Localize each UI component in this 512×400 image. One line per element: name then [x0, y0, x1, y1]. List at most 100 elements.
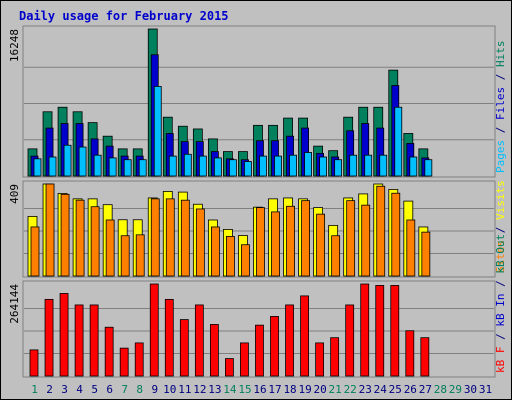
bar-pages-day-20: [319, 156, 328, 177]
bar-pages-day-17: [274, 155, 282, 177]
x-axis-tick-labels: 1 2 3 4 5 6 7 8 9 10 11 12 13 14 15 16 17 18 19 20 21 22 23 24 2…: [31, 383, 492, 396]
x-tick-label-day-1: 1: [31, 383, 38, 396]
bar-sites-day-10: [165, 198, 175, 277]
x-tick-label-day-11: 11: [178, 383, 191, 396]
x-tick-label-day-14: 14: [223, 383, 237, 396]
bar-kb-f-day-14: [225, 358, 234, 377]
legend-label: Sites: [494, 240, 507, 273]
x-tick-label-day-28: 28: [434, 383, 447, 396]
bar-sites-day-23: [361, 204, 371, 277]
x-tick-label-day-23: 23: [359, 383, 372, 396]
bar-sites-day-17: [271, 211, 280, 277]
bar-sites-day-13: [210, 226, 220, 277]
x-tick-label-day-27: 27: [419, 383, 432, 396]
bar-sites-day-16: [256, 207, 265, 277]
bar-pages-day-25: [394, 106, 403, 177]
legend-label: Hits: [494, 41, 507, 68]
x-tick-label-day-18: 18: [283, 383, 296, 396]
x-tick-label-day-17: 17: [268, 383, 281, 396]
x-tick-label-day-2: 2: [46, 383, 53, 396]
bar-sites-day-4: [75, 199, 85, 277]
bar-pages-day-5: [93, 154, 102, 177]
legend-label: /: [494, 220, 507, 240]
bar-sites-day-24: [376, 185, 386, 277]
bar-kb-f-day-5: [89, 304, 99, 377]
x-tick-label-day-3: 3: [61, 383, 68, 396]
bar-kb-f-day-26: [405, 330, 415, 377]
bar-kb-f-day-4: [74, 304, 84, 377]
x-tick-label-day-29: 29: [449, 383, 462, 396]
x-tick-label-day-24: 24: [374, 383, 388, 396]
x-tick-label-day-9: 9: [151, 383, 158, 396]
x-tick-label-day-12: 12: [193, 383, 206, 396]
bar-sites-day-25: [391, 192, 401, 277]
panel-bottom: 264144 kB F / kB In / kB Out: [8, 234, 507, 378]
bar-pages-day-13: [213, 157, 222, 177]
bar-sites-day-7: [120, 235, 130, 277]
bar-sites-day-19: [301, 200, 310, 277]
bar-pages-day-11: [183, 153, 192, 177]
bar-sites-day-21: [331, 235, 341, 277]
x-tick-label-day-10: 10: [163, 383, 176, 396]
panel-top-ymax-label: 16248: [8, 29, 21, 62]
bar-sites-day-1: [30, 226, 40, 277]
legend-label: /: [494, 67, 507, 87]
bar-sites-day-9: [150, 198, 160, 277]
x-tick-label-day-31: 31: [479, 383, 492, 396]
bar-kb-f-day-7: [119, 347, 129, 377]
panel-top: 16248 Pages / Files / Hits: [8, 25, 507, 178]
bar-pages-day-10: [168, 155, 177, 177]
bar-kb-f-day-9: [149, 283, 159, 377]
bar-pages-day-16: [259, 155, 267, 177]
bar-pages-day-14: [229, 159, 237, 177]
chart-title: Daily usage for February 2015: [19, 9, 229, 23]
bar-sites-day-12: [195, 208, 205, 277]
bar-pages-day-2: [48, 156, 57, 177]
legend-label: kB In: [494, 294, 507, 327]
bar-pages-day-21: [334, 159, 343, 177]
x-tick-label-day-13: 13: [208, 383, 221, 396]
bar-pages-day-7: [123, 159, 132, 177]
bar-pages-day-23: [364, 154, 373, 177]
bar-kb-f-day-15: [240, 342, 249, 377]
bar-pages-day-3: [63, 144, 72, 177]
x-tick-label-day-16: 16: [253, 383, 266, 396]
x-tick-label-day-22: 22: [344, 383, 357, 396]
bar-pages-day-15: [244, 161, 252, 177]
x-tick-label-day-6: 6: [106, 383, 113, 396]
bar-sites-day-14: [226, 236, 235, 277]
bar-sites-day-8: [135, 234, 145, 277]
bar-kb-f-day-22: [345, 304, 355, 377]
bar-sites-day-20: [316, 213, 326, 277]
bar-kb-f-day-13: [209, 324, 219, 377]
x-tick-label-day-20: 20: [314, 383, 327, 396]
legend-label: Files: [494, 87, 507, 120]
bar-sites-day-5: [90, 206, 100, 277]
bar-kb-f-day-17: [270, 316, 279, 377]
bar-sites-day-18: [286, 205, 295, 277]
bar-kb-f-day-23: [360, 283, 370, 377]
legend-label: /: [494, 274, 507, 294]
bar-kb-f-day-25: [390, 285, 400, 377]
panel-bottom-legend: kB F / kB In / kB Out: [494, 234, 507, 373]
bar-pages-day-8: [138, 159, 147, 177]
bar-pages-day-12: [198, 155, 207, 177]
bar-pages-day-1: [33, 158, 42, 177]
bar-kb-f-day-2: [44, 298, 54, 377]
x-tick-label-day-19: 19: [298, 383, 311, 396]
panel-top-legend: Pages / Files / Hits: [494, 41, 507, 174]
bar-pages-day-24: [379, 154, 388, 177]
bar-sites-day-27: [421, 231, 431, 277]
legend-label: /: [494, 120, 507, 140]
legend-label: kB Out: [494, 234, 507, 274]
x-tick-label-day-8: 8: [136, 383, 143, 396]
x-tick-label-day-21: 21: [329, 383, 342, 396]
panel-middle-legend: Sites / Visits: [494, 180, 507, 273]
bar-kb-f-day-11: [179, 319, 189, 377]
legend-label: kB F: [494, 347, 507, 374]
bar-kb-f-day-12: [194, 304, 204, 377]
legend-label: Visits: [494, 180, 507, 220]
bar-kb-f-day-20: [315, 342, 325, 377]
bar-kb-f-day-16: [255, 324, 264, 377]
